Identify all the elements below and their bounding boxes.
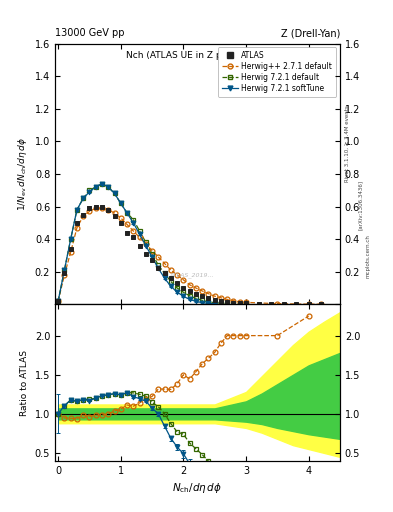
Legend: ATLAS, Herwig++ 2.7.1 default, Herwig 7.2.1 default, Herwig 7.2.1 softTune: ATLAS, Herwig++ 2.7.1 default, Herwig 7.… bbox=[218, 47, 336, 97]
Text: Rivet 3.1.10, ≥ 3.4M events: Rivet 3.1.10, ≥ 3.4M events bbox=[345, 105, 350, 182]
Text: Nch (ATLAS UE in Z production): Nch (ATLAS UE in Z production) bbox=[127, 51, 268, 60]
X-axis label: $N_{\mathrm{ch}}/d\eta\,d\phi$: $N_{\mathrm{ch}}/d\eta\,d\phi$ bbox=[173, 481, 222, 495]
Text: Z (Drell-Yan): Z (Drell-Yan) bbox=[281, 28, 340, 38]
Text: [arXiv:1306.3436]: [arXiv:1306.3436] bbox=[358, 180, 363, 230]
Y-axis label: Ratio to ATLAS: Ratio to ATLAS bbox=[20, 350, 29, 416]
Text: 13000 GeV pp: 13000 GeV pp bbox=[55, 28, 125, 38]
Text: mcplots.cern.ch: mcplots.cern.ch bbox=[365, 234, 371, 278]
Text: ATLAS_2019...: ATLAS_2019... bbox=[169, 272, 214, 278]
Y-axis label: $1/N_{\mathrm{ev}}\,dN_{\mathrm{ch}}/d\eta\,d\phi$: $1/N_{\mathrm{ev}}\,dN_{\mathrm{ch}}/d\e… bbox=[16, 137, 29, 211]
